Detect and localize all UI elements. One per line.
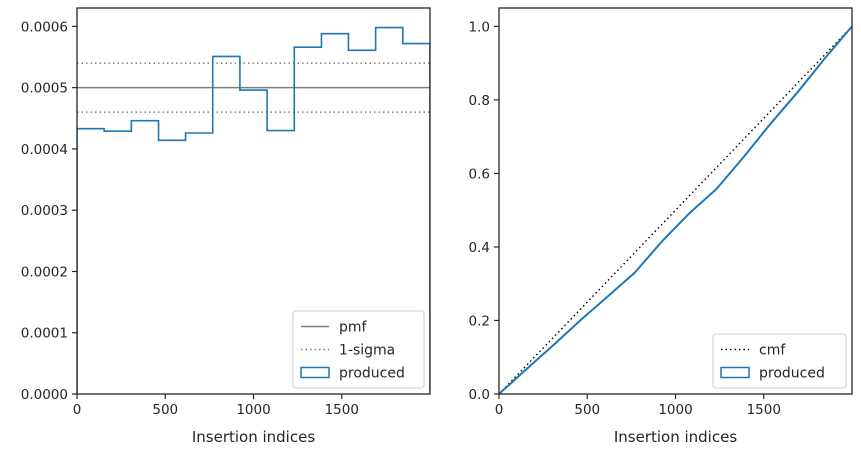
legend-produced-label: produced — [759, 366, 825, 382]
legend: cmf produced — [712, 333, 847, 389]
x-tick-label: 1500 — [325, 402, 359, 418]
x-tick-label: 0 — [495, 402, 504, 418]
y-tick-label: 0.0006 — [21, 19, 68, 35]
legend-box — [292, 310, 425, 389]
x-tick-label: 1500 — [747, 402, 781, 418]
plot-area — [77, 26, 430, 394]
y-tick-label: 0.2 — [469, 313, 490, 329]
x-tick-label: 1000 — [658, 402, 692, 418]
y-tick-label: 0.8 — [469, 93, 490, 109]
legend: pmf 1-sigma produced — [292, 310, 425, 389]
x-axis-label: Insertion indices — [192, 428, 315, 446]
y-tick-label: 0.0000 — [21, 387, 68, 403]
legend-produced-swatch — [720, 366, 750, 379]
produced-histogram — [77, 26, 430, 394]
x-tick-label: 500 — [152, 402, 178, 418]
x-tick-label: 500 — [574, 402, 600, 418]
x-tick-label: 1000 — [236, 402, 270, 418]
legend-produced-swatch — [300, 366, 330, 379]
y-tick-label: 0.6 — [469, 166, 490, 182]
right-chart-cmf-curve: 0 500 1000 1500 0.0 0.2 0.4 0.6 0.8 1.0 Insertion … — [469, 7, 853, 446]
legend-1-sigma-label: 1-sigma — [339, 343, 395, 359]
y-tick-label: 0.0001 — [21, 326, 68, 342]
y-tick-label: 0.0002 — [21, 264, 68, 280]
y-tick-label: 1.0 — [469, 19, 490, 35]
y-tick-label: 0.0004 — [21, 142, 68, 158]
left-chart-pmf-histogram: 0 500 1000 1500 0.0000 0.0001 0.0002 0.0003 0.00… — [21, 7, 431, 446]
legend-box — [712, 333, 847, 389]
legend-pmf-label: pmf — [339, 320, 368, 336]
x-axis-label: Insertion indices — [614, 428, 737, 446]
legend-cmf-label: cmf — [759, 343, 786, 359]
produced-cumulative-line — [499, 25, 852, 394]
axes-frame — [76, 7, 431, 395]
x-tick-label: 0 — [73, 402, 82, 418]
plot-area — [499, 25, 852, 394]
y-tick-label: 0.0005 — [21, 81, 68, 97]
axes-frame — [498, 7, 853, 395]
y-tick-label: 0.4 — [469, 240, 490, 256]
y-tick-label: 0.0003 — [21, 203, 68, 219]
y-tick-label: 0.0 — [469, 387, 490, 403]
legend-produced-label: produced — [339, 366, 405, 382]
